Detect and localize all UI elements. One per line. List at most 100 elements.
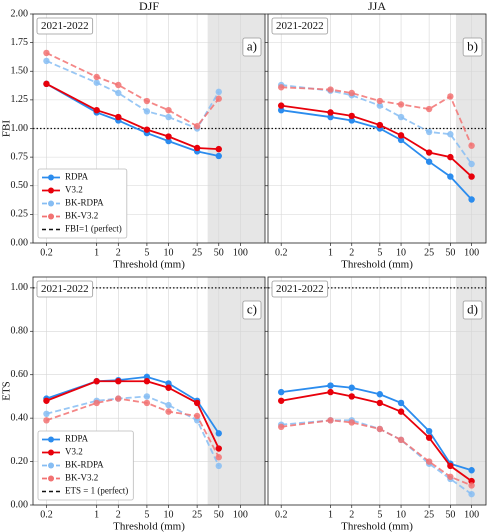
- series-point: [165, 113, 172, 121]
- x-axis-label: Threshold (mm): [113, 259, 185, 271]
- series-point: [93, 399, 100, 407]
- series-point: [165, 106, 172, 114]
- series-point: [376, 97, 384, 105]
- y-tick-label: 0.25: [11, 209, 29, 220]
- series-point: [277, 423, 285, 431]
- series-point: [193, 123, 201, 130]
- series-point: [115, 89, 122, 97]
- series-point: [447, 473, 454, 480]
- series-line: [281, 104, 473, 178]
- plot-series: [43, 49, 222, 160]
- series-point: [327, 382, 334, 389]
- plot-frame: [32, 276, 266, 506]
- legend-marker: [48, 449, 54, 456]
- y-tick-label: 2.00: [11, 8, 29, 19]
- series-point: [447, 173, 454, 180]
- x-tick-label: 0.2: [275, 509, 288, 520]
- x-tick-label: 1: [328, 247, 333, 258]
- x-tick-label: 10: [396, 247, 406, 258]
- legend-marker: [48, 436, 54, 443]
- x-tick-label: 100: [233, 247, 248, 258]
- legend-box: [37, 168, 128, 239]
- series-point: [143, 393, 151, 400]
- series-point: [215, 445, 222, 452]
- x-tick-label: 10: [164, 509, 174, 520]
- series-point: [193, 399, 201, 407]
- series-point: [376, 102, 384, 109]
- series-point: [43, 49, 50, 57]
- plot-series: [277, 382, 475, 498]
- x-tick-label: 25: [424, 247, 434, 258]
- plot-area: [268, 277, 486, 505]
- series-point: [447, 153, 454, 161]
- x-tick-label: 10: [164, 247, 174, 258]
- annotation-box: [36, 17, 94, 35]
- y-tick-label: 1.25: [11, 94, 29, 105]
- series-point: [327, 113, 334, 121]
- series-point: [115, 395, 122, 402]
- series-point: [447, 462, 454, 470]
- series-line: [281, 391, 473, 482]
- x-tick-label: 25: [424, 509, 434, 520]
- series-point: [165, 408, 172, 415]
- series-point: [468, 490, 475, 498]
- series-point: [43, 417, 50, 424]
- series-point: [115, 378, 122, 385]
- series-point: [193, 144, 201, 152]
- x-tick-label: 1: [94, 509, 99, 520]
- series-point: [425, 427, 433, 435]
- series-point: [397, 113, 405, 121]
- series-point: [348, 112, 355, 120]
- series-point: [93, 106, 100, 114]
- x-tick-label: 50: [214, 247, 224, 258]
- panel-label-box: [242, 300, 262, 320]
- series-point: [425, 458, 433, 465]
- series-line: [281, 384, 472, 472]
- series-point: [277, 84, 285, 91]
- x-tick-label: 25: [192, 509, 202, 520]
- x-tick-label: 5: [377, 509, 382, 520]
- series-point: [425, 158, 433, 165]
- y-tick-label: 0.80: [11, 326, 29, 337]
- series-point: [348, 89, 355, 97]
- series-point: [43, 397, 50, 404]
- annotation-box: [271, 280, 329, 298]
- series-point: [165, 133, 172, 140]
- panel-label: a): [247, 38, 257, 53]
- series-point: [468, 142, 475, 149]
- y-axis-label: FBI: [1, 120, 13, 137]
- x-tick-label: 2: [349, 247, 354, 258]
- panel-label: b): [467, 38, 478, 53]
- series-point: [397, 408, 405, 415]
- series-point: [115, 81, 122, 89]
- y-tick-label: 0.60: [11, 369, 29, 380]
- series-point: [468, 173, 475, 180]
- series-point: [348, 384, 355, 391]
- series-point: [93, 73, 100, 81]
- series-point: [43, 57, 50, 65]
- series-point: [165, 137, 172, 145]
- series-point: [376, 391, 384, 398]
- plot-series: [43, 373, 222, 470]
- series-point: [143, 108, 151, 115]
- x-axis-label: Threshold (mm): [341, 259, 413, 271]
- y-tick-label: 1.00: [11, 123, 29, 134]
- y-tick-label: 0.75: [11, 151, 29, 162]
- legend-label: BK-RDPA: [65, 460, 104, 470]
- legend-label: BK-RDPA: [65, 198, 104, 208]
- x-tick-label: 100: [233, 509, 248, 520]
- series-point: [397, 399, 405, 407]
- series-point: [93, 378, 100, 385]
- series-point: [215, 145, 222, 153]
- series-point: [468, 467, 475, 474]
- series-point: [327, 86, 334, 93]
- legend-marker: [48, 174, 54, 181]
- y-axis-label: ETS: [1, 381, 13, 401]
- series-point: [397, 136, 405, 144]
- x-axis-label: Threshold (mm): [113, 521, 185, 532]
- legend-marker: [48, 475, 54, 482]
- annotation: 2021-2022: [41, 283, 89, 295]
- x-tick-label: 100: [464, 247, 479, 258]
- x-tick-label: 5: [144, 247, 149, 258]
- series-point: [447, 93, 454, 100]
